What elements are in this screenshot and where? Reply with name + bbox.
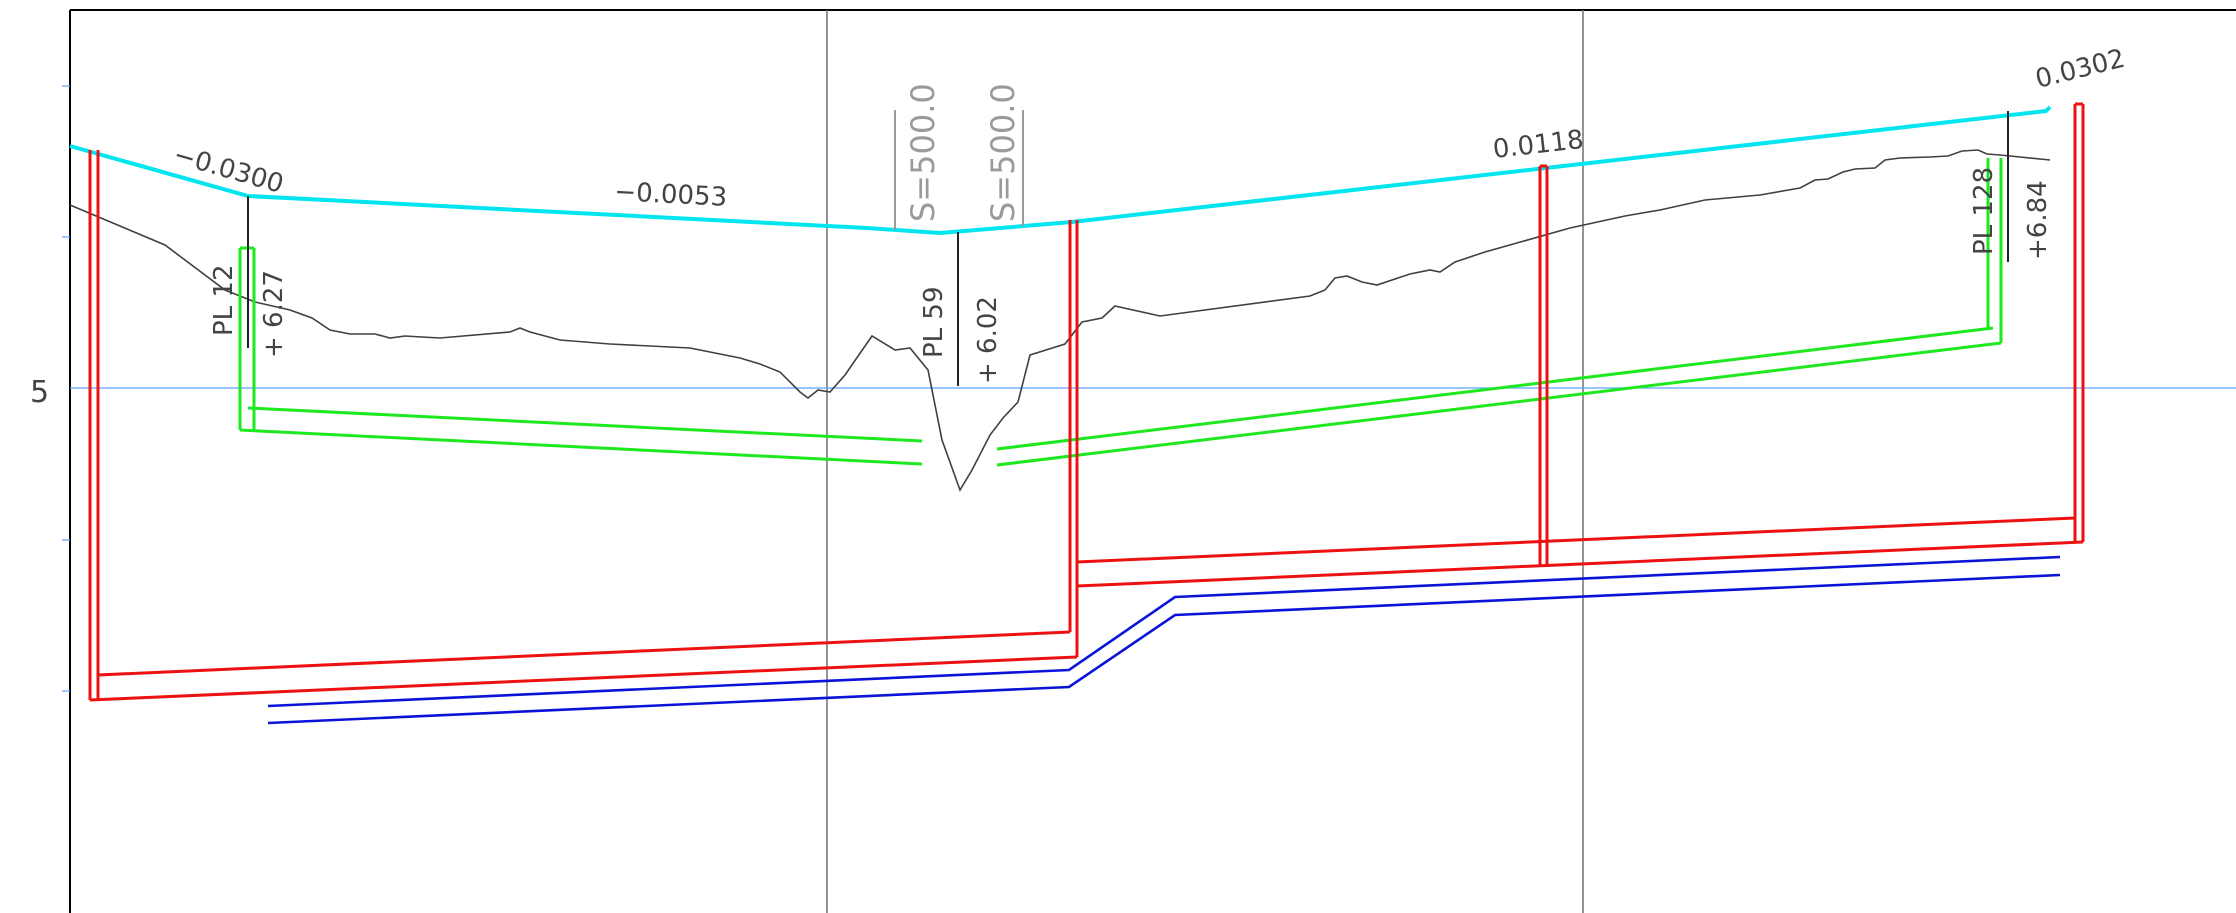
red-pipe-bottom-left [89,655,1078,702]
vertical-curve-bracket [894,110,1024,230]
red-pipe-top-left [97,630,1071,677]
pvi-label-name: PL 12 [209,264,239,336]
green-pipe-top-left [247,406,923,443]
red-pipe-top-right [1076,516,2076,564]
pvi-label-name: PL 59 [919,286,949,358]
pvi-label-offset: + 6.02 [973,296,1003,384]
green-pipe-top-right [996,326,1994,451]
vertical-curve-label: S=500.0 [984,83,1022,222]
vertical-curve-label: S=500.0 [904,83,942,222]
y-axis-tick-label: 5 [30,375,49,410]
green-pipe-bottom-left [239,428,923,466]
green-pipe [238,158,2003,467]
pvi-markers [247,111,2009,386]
pvi-label-name: PL 128 [1969,167,1999,255]
grade-label: 0.0302 [2032,44,2128,95]
pvi-label-offset: +6.84 [2023,180,2053,260]
grid: 5 [30,9,2236,913]
grade-label: −0.0053 [614,177,728,213]
grade-label: 0.0118 [1491,125,1585,165]
design-grade-line [69,105,2052,236]
pvi-labels: PL 12 + 6.27 PL 59 + 6.02 PL 128 +6.84 [209,167,2053,384]
vertical-curve-labels: S=500.0 S=500.0 [904,83,1022,222]
red-pipe-bottom-right [1076,540,2084,588]
green-pipe-bottom-right [996,341,2002,467]
blue-pipe-bottom [267,573,2061,725]
blue-pipe-top [267,555,2061,708]
grade-labels: −0.0300 −0.0053 0.0118 0.0302 [170,44,2128,213]
red-pipe [88,102,2085,702]
blue-pipe [267,555,2061,725]
existing-ground-line [69,149,2051,492]
pvi-label-offset: + 6.27 [259,270,289,358]
